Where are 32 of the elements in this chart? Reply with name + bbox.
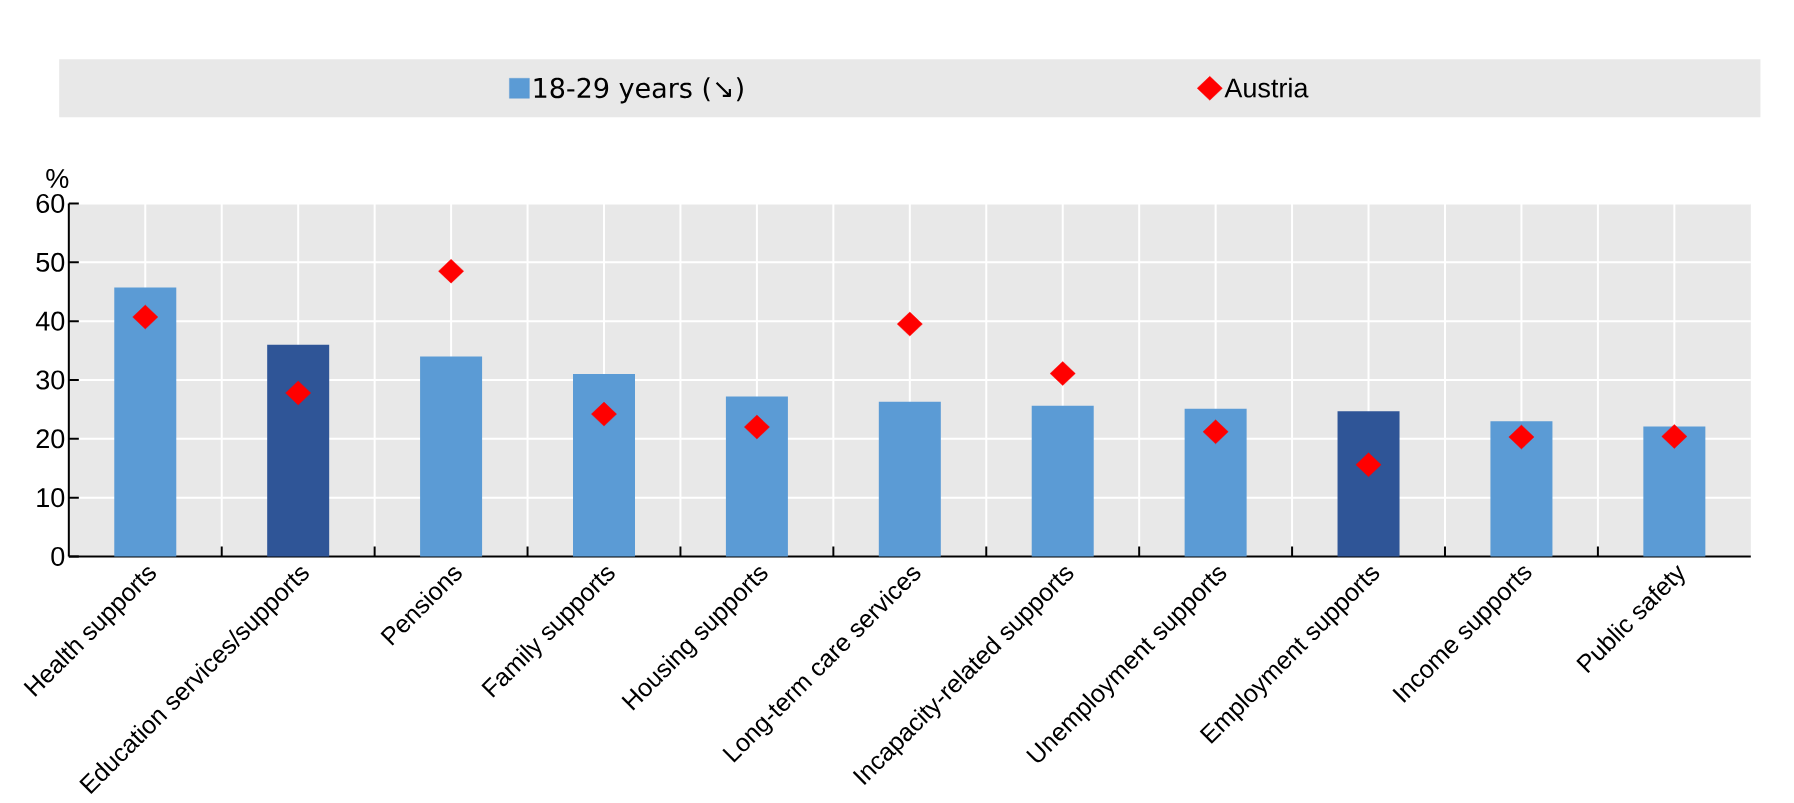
y-tick-label: 20 [36,429,65,449]
legend-label: 18-29 years (↘) [534,77,743,104]
y-tick-label: 0 [51,546,65,567]
point [285,380,311,406]
y-tick-label: 40 [35,311,65,331]
bar [725,396,788,557]
bar [420,356,483,557]
bar [573,374,635,557]
point [1049,361,1076,386]
y-tick-label: 30 [36,370,65,390]
bar [267,344,330,557]
point [1661,424,1688,449]
y-axis-title: % [46,169,69,188]
point [897,311,923,337]
bar [1184,408,1247,557]
y-tick-label: 10 [37,488,65,508]
point [132,304,159,330]
point [1202,419,1229,444]
point [744,414,770,440]
bar [1337,411,1400,557]
point [591,401,617,427]
bar [1643,426,1706,557]
bar [878,401,941,557]
y-tick-label: 60 [36,193,65,214]
point [1508,424,1535,450]
point [1355,452,1382,477]
point [438,258,464,284]
bar [1490,421,1553,557]
bar [1031,405,1094,557]
legend-label: Austria [1224,77,1309,98]
bar [114,287,177,557]
y-tick-label: 50 [36,252,65,272]
